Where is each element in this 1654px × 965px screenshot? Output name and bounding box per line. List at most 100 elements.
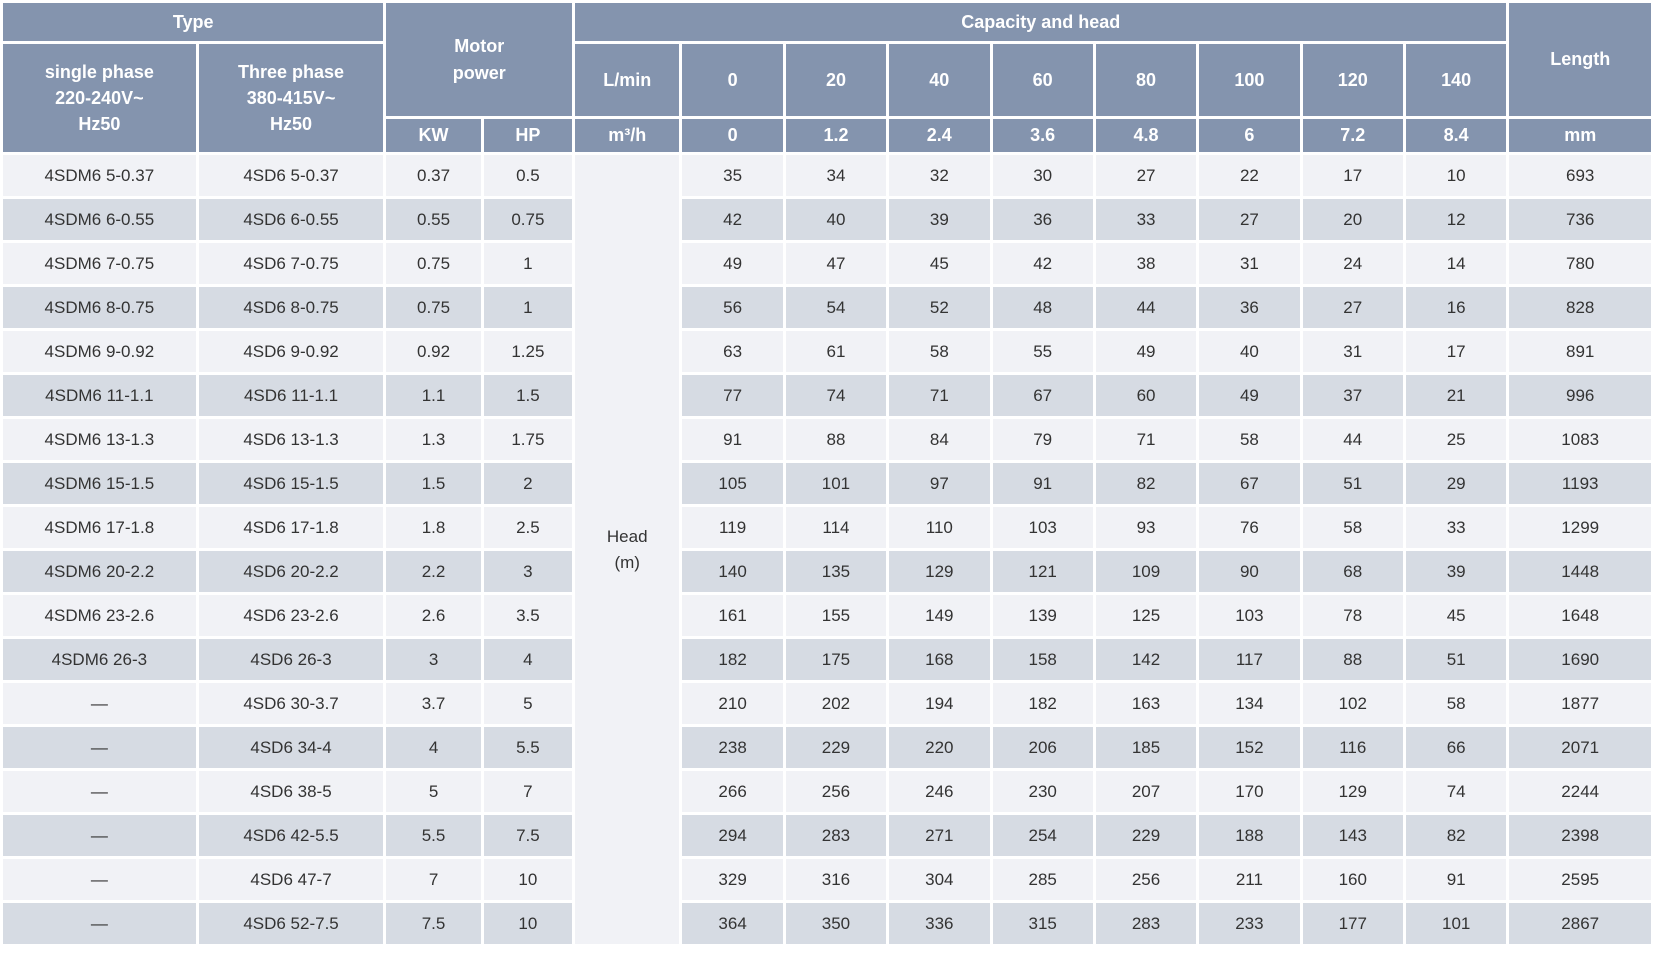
single-phase-type-cell: — (3, 859, 196, 900)
head-unit-cell: Head (m) (575, 155, 680, 944)
lmin-value-header: 20 (785, 44, 887, 116)
head-value-cell: 109 (1095, 551, 1197, 592)
head-value-cell: 90 (1199, 551, 1300, 592)
kw-cell: 0.75 (386, 243, 481, 284)
lmin-value-header: 120 (1302, 44, 1403, 116)
head-value-cell: 229 (785, 727, 887, 768)
head-value-cell: 16 (1405, 287, 1507, 328)
head-value-cell: 52 (889, 287, 990, 328)
length-cell: 891 (1509, 331, 1651, 372)
head-value-cell: 140 (682, 551, 783, 592)
single-phase-type-cell: — (3, 815, 196, 856)
motor-power-header: Motor power (386, 3, 573, 116)
hp-cell: 1.5 (483, 375, 573, 416)
single-phase-type-cell: 4SDM6 7-0.75 (3, 243, 196, 284)
three-phase-type-cell: 4SD6 23-2.6 (198, 595, 384, 636)
single-phase-type-cell: — (3, 683, 196, 724)
head-value-cell: 97 (889, 463, 990, 504)
kw-cell: 2.6 (386, 595, 481, 636)
hp-cell: 10 (483, 903, 573, 944)
three-phase-type-cell: 4SD6 30-3.7 (198, 683, 384, 724)
hp-cell: 5 (483, 683, 573, 724)
head-value-cell: 350 (785, 903, 887, 944)
table-row: 4SDM6 15-1.5 4SD6 15-1.5 1.5 2 105 101 97 91 82 6… (3, 463, 1651, 504)
type-header: Type (3, 3, 384, 41)
head-value-cell: 33 (1405, 507, 1507, 548)
head-value-cell: 88 (1302, 639, 1403, 680)
head-value-cell: 44 (1302, 419, 1403, 460)
head-value-cell: 336 (889, 903, 990, 944)
head-value-cell: 329 (682, 859, 783, 900)
head-value-cell: 37 (1302, 375, 1403, 416)
head-value-cell: 58 (1302, 507, 1403, 548)
head-value-cell: 103 (1199, 595, 1300, 636)
head-value-cell: 74 (785, 375, 887, 416)
kw-cell: 3.7 (386, 683, 481, 724)
head-value-cell: 129 (1302, 771, 1403, 812)
length-cell: 2867 (1509, 903, 1651, 944)
head-value-cell: 58 (889, 331, 990, 372)
head-value-cell: 142 (1095, 639, 1197, 680)
head-value-cell: 35 (682, 155, 783, 196)
kw-cell: 7.5 (386, 903, 481, 944)
head-value-cell: 116 (1302, 727, 1403, 768)
head-value-cell: 51 (1302, 463, 1403, 504)
three-phase-type-cell: 4SD6 7-0.75 (198, 243, 384, 284)
head-value-cell: 82 (1095, 463, 1197, 504)
head-value-cell: 110 (889, 507, 990, 548)
length-cell: 1083 (1509, 419, 1651, 460)
table-row: 4SDM6 9-0.92 4SD6 9-0.92 0.92 1.25 63 61 58 55 4… (3, 331, 1651, 372)
length-cell: 2398 (1509, 815, 1651, 856)
head-value-cell: 304 (889, 859, 990, 900)
table-row: 4SDM6 8-0.75 4SD6 8-0.75 0.75 1 56 54 52 48 44 36… (3, 287, 1651, 328)
head-value-cell: 91 (682, 419, 783, 460)
head-value-cell: 256 (1095, 859, 1197, 900)
length-cell: 828 (1509, 287, 1651, 328)
length-cell: 780 (1509, 243, 1651, 284)
head-value-cell: 34 (785, 155, 887, 196)
single-phase-type-cell: — (3, 903, 196, 944)
three-phase-type-cell: 4SD6 42-5.5 (198, 815, 384, 856)
kw-cell: 5 (386, 771, 481, 812)
head-value-cell: 182 (682, 639, 783, 680)
kw-cell: 5.5 (386, 815, 481, 856)
head-value-cell: 38 (1095, 243, 1197, 284)
three-phase-type-cell: 4SD6 5-0.37 (198, 155, 384, 196)
kw-cell: 0.92 (386, 331, 481, 372)
head-value-cell: 103 (992, 507, 1093, 548)
head-value-cell: 58 (1405, 683, 1507, 724)
hp-cell: 7.5 (483, 815, 573, 856)
head-value-cell: 316 (785, 859, 887, 900)
lmin-value-header: 0 (682, 44, 783, 116)
capacity-head-header: Capacity and head (575, 3, 1507, 41)
head-value-cell: 114 (785, 507, 887, 548)
table-row: 4SDM6 11-1.1 4SD6 11-1.1 1.1 1.5 77 74 71 67 60 4… (3, 375, 1651, 416)
head-value-cell: 170 (1199, 771, 1300, 812)
head-value-cell: 33 (1095, 199, 1197, 240)
head-value-cell: 185 (1095, 727, 1197, 768)
head-value-cell: 139 (992, 595, 1093, 636)
head-value-cell: 31 (1199, 243, 1300, 284)
head-value-cell: 160 (1302, 859, 1403, 900)
head-value-cell: 117 (1199, 639, 1300, 680)
lmin-value-header: 80 (1095, 44, 1197, 116)
lmin-value-header: 100 (1199, 44, 1300, 116)
lmin-value-header: 40 (889, 44, 990, 116)
head-value-cell: 12 (1405, 199, 1507, 240)
table-row: 4SDM6 5-0.37 4SD6 5-0.37 0.37 0.5 Head (m) 35… (3, 155, 1651, 944)
table-row: 4SDM6 20-2.2 4SD6 20-2.2 2.2 3 140 135 129 121 1… (3, 551, 1651, 592)
head-value-cell: 58 (1199, 419, 1300, 460)
single-phase-type-cell: 4SDM6 20-2.2 (3, 551, 196, 592)
head-value-cell: 105 (682, 463, 783, 504)
m3h-value-header: 1.2 (785, 119, 887, 152)
length-cell: 2595 (1509, 859, 1651, 900)
head-value-cell: 49 (1199, 375, 1300, 416)
length-cell: 2071 (1509, 727, 1651, 768)
m3h-value-header: 4.8 (1095, 119, 1197, 152)
hp-cell: 3 (483, 551, 573, 592)
hp-cell: 10 (483, 859, 573, 900)
head-value-cell: 88 (785, 419, 887, 460)
head-value-cell: 168 (889, 639, 990, 680)
head-value-cell: 40 (785, 199, 887, 240)
single-phase-type-cell: 4SDM6 15-1.5 (3, 463, 196, 504)
